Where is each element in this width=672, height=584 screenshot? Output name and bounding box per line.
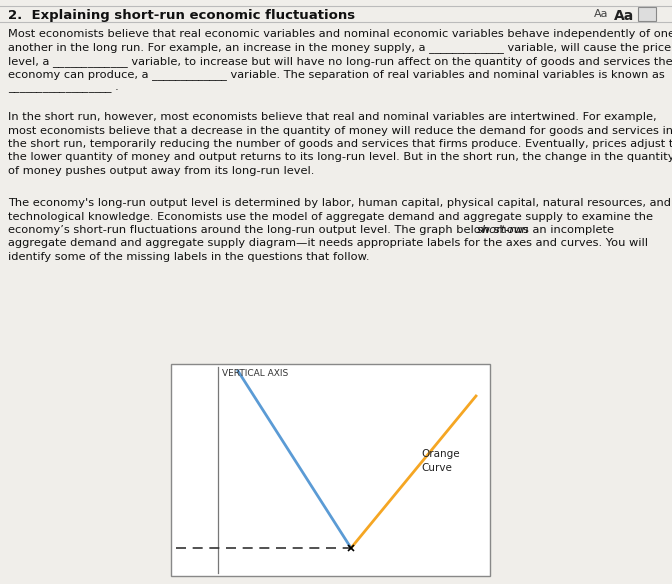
Text: The economy's long-run output level is determined by labor, human capital, physi: The economy's long-run output level is d… bbox=[8, 198, 671, 208]
Text: economy can produce, a _____________ variable. The separation of real variables : economy can produce, a _____________ var… bbox=[8, 69, 665, 81]
Text: economy’s short-run fluctuations around the long-run output level. The graph bel: economy’s short-run fluctuations around … bbox=[8, 225, 618, 235]
Text: In the short run, however, most economists believe that real and nominal variabl: In the short run, however, most economis… bbox=[8, 112, 657, 122]
Text: aggregate demand and aggregate supply diagram—it needs appropriate labels for th: aggregate demand and aggregate supply di… bbox=[8, 238, 648, 249]
Text: __________________ .: __________________ . bbox=[8, 83, 119, 93]
Text: most economists believe that a decrease in the quantity of money will reduce the: most economists believe that a decrease … bbox=[8, 126, 672, 135]
Text: identify some of the missing labels in the questions that follow.: identify some of the missing labels in t… bbox=[8, 252, 370, 262]
Text: VERTICAL AXIS: VERTICAL AXIS bbox=[222, 369, 288, 378]
Text: of money pushes output away from its long-run level.: of money pushes output away from its lon… bbox=[8, 166, 314, 176]
FancyBboxPatch shape bbox=[638, 7, 656, 21]
Text: 2.  Explaining short-run economic fluctuations: 2. Explaining short-run economic fluctua… bbox=[8, 9, 355, 22]
FancyBboxPatch shape bbox=[171, 364, 490, 576]
Text: level, a _____________ variable, to increase but will have no long-run affect on: level, a _____________ variable, to incr… bbox=[8, 56, 672, 67]
Text: short-run: short-run bbox=[476, 225, 529, 235]
Text: Most economists believe that real economic variables and nominal economic variab: Most economists believe that real econom… bbox=[8, 29, 672, 39]
Text: technological knowledge. Economists use the model of aggregate demand and aggreg: technological knowledge. Economists use … bbox=[8, 211, 653, 221]
Text: the lower quantity of money and output returns to its long-run level. But in the: the lower quantity of money and output r… bbox=[8, 152, 672, 162]
Text: Aa: Aa bbox=[594, 9, 609, 19]
Text: Aa: Aa bbox=[614, 9, 634, 23]
Text: Orange
Curve: Orange Curve bbox=[421, 450, 460, 472]
Text: the short run, temporarily reducing the number of goods and services that firms : the short run, temporarily reducing the … bbox=[8, 139, 672, 149]
Text: another in the long run. For example, an increase in the money supply, a _______: another in the long run. For example, an… bbox=[8, 43, 671, 53]
